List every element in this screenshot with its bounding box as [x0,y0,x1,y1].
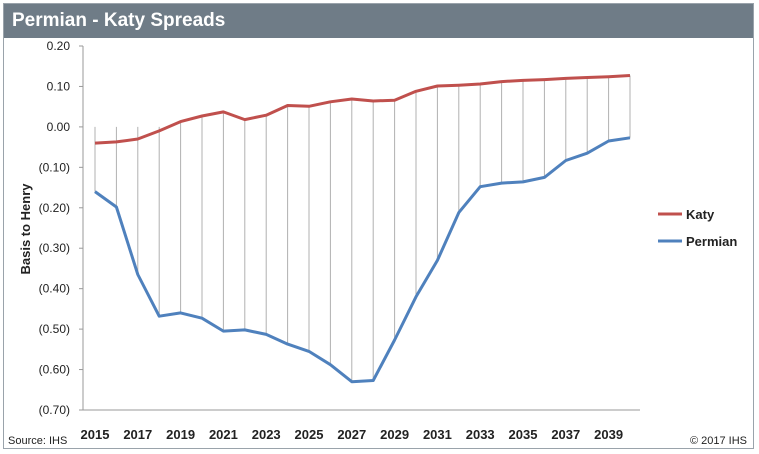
x-tick-label: 2021 [209,427,238,442]
series-line-permian [94,136,631,384]
x-tick-label: 2027 [337,427,366,442]
x-tick-label: 2039 [594,427,623,442]
legend-label-permian: Permian [686,234,737,249]
series-line-katy [94,74,631,145]
series-lines [94,74,631,384]
y-tick-label: 0.20 [47,39,71,53]
x-tick-label: 2037 [551,427,580,442]
x-tick-label: 2019 [166,427,195,442]
x-tick-label: 2035 [509,427,538,442]
x-tick-label: 2029 [380,427,409,442]
y-axis-label: Basis to Henry [18,183,33,275]
y-tick-label: (0.10) [39,160,70,174]
x-tick-label: 2015 [81,427,110,442]
y-tick-label: (0.70) [39,403,70,417]
y-tick-label: 0.00 [47,120,71,134]
y-tick-label: (0.40) [39,282,70,296]
copyright-note: © 2017 IHS [689,435,747,447]
x-tick-labels: 2015 2017 2019 2021 2023 2025 2027 2029 2031 2033… [81,427,624,442]
x-tick-label: 2033 [466,427,495,442]
x-tick-label: 2017 [123,427,152,442]
y-tick-label: (0.60) [39,363,70,377]
x-tick-label: 2031 [423,427,452,442]
y-tick-label: (0.50) [39,322,70,336]
legend-label-katy: Katy [686,207,715,222]
x-tick-label: 2023 [252,427,281,442]
y-tick-label: (0.20) [39,201,70,215]
x-tick-label: 2025 [295,427,324,442]
y-tick-labels: 0.20 0.10 0.00 (0.10) (0.20) (0.30) (0.40) (0.5… [39,39,83,417]
source-note: Source: IHS [8,435,68,447]
chart-title: Permian - Katy Spreads [4,4,753,38]
drop-lines [94,75,631,382]
chart-frame: Permian - Katy Spreads [3,3,754,449]
legend: Katy Permian [658,207,737,249]
y-tick-label: (0.30) [39,241,70,255]
y-tick-label: 0.10 [47,79,71,93]
